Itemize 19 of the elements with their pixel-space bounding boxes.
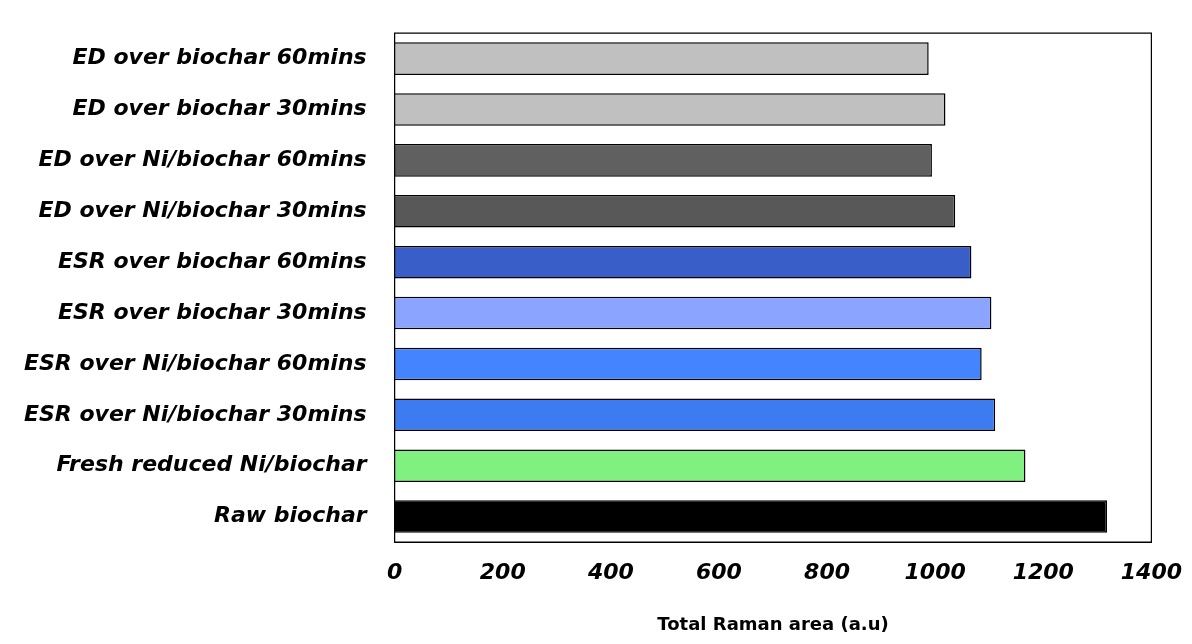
y-tick-label: ESR over Ni/biochar 30mins (23, 400, 367, 426)
x-tick-label: 0 (386, 558, 403, 584)
y-tick-label: ESR over Ni/biochar 60mins (23, 349, 367, 375)
x-tick-label: 400 (586, 558, 634, 584)
x-tick-label: 1400 (1120, 558, 1182, 584)
y-tick-label: ED over Ni/biochar 60mins (38, 146, 367, 172)
y-tick-label: Raw biochar (214, 502, 368, 528)
x-tick-label: 800 (804, 558, 851, 584)
x-tick-label: 1000 (904, 558, 966, 584)
x-axis-title: Total Raman area (a.u) (657, 612, 889, 634)
y-tick-label: ED over biochar 30mins (72, 95, 367, 121)
y-tick-label: ED over Ni/biochar 30mins (38, 197, 367, 222)
y-tick-label: Fresh reduced Ni/biochar (56, 451, 368, 477)
y-tick-label: ESR over biochar 30mins (57, 298, 367, 324)
x-tick-label: 200 (479, 558, 526, 584)
y-tick-label: ED over biochar 60mins (72, 44, 367, 70)
y-tick-label: ESR over biochar 60mins (57, 247, 367, 273)
x-tick-label: 600 (695, 558, 742, 584)
x-tick-label: 1200 (1012, 558, 1074, 584)
